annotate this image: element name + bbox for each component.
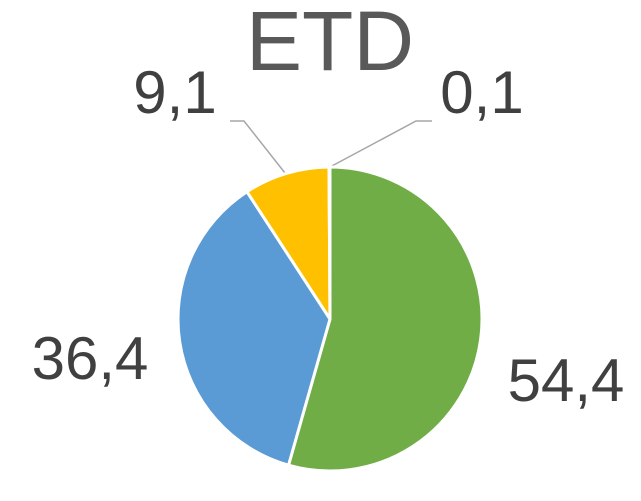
data-label: 54,4 [508,347,625,414]
pie-slice [327,165,332,321]
chart-title: ETD [246,0,414,88]
pie-slice [176,190,332,467]
data-label: 36,4 [32,325,149,392]
leader-line [329,120,432,168]
data-label: 9,1 [133,59,216,126]
pie-slice [287,165,484,473]
data-label: 0,1 [440,59,523,126]
pie-slice [245,165,332,321]
leader-line [230,120,286,174]
